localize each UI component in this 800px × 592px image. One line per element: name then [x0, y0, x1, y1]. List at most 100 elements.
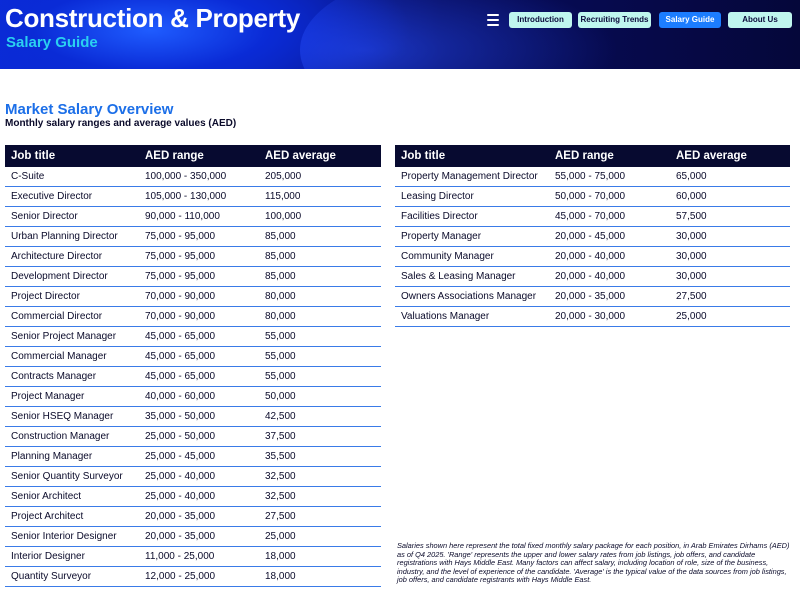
aed-average-cell: 100,000 — [259, 206, 381, 227]
aed-range-cell: 20,000 - 30,000 — [549, 306, 670, 327]
column-header-job-title: Job title — [5, 145, 139, 167]
table-row: C-Suite 100,000 - 350,000 205,000 — [5, 167, 381, 187]
nav-about-us-button[interactable]: About Us — [728, 12, 792, 28]
aed-average-cell: 55,000 — [259, 326, 381, 347]
nav-salary-guide-button[interactable]: Salary Guide — [659, 12, 721, 28]
aed-range-cell: 100,000 - 350,000 — [139, 167, 259, 187]
table-row: Senior Architect 25,000 - 40,000 32,500 — [5, 486, 381, 507]
aed-range-cell: 25,000 - 50,000 — [139, 426, 259, 447]
aed-range-cell: 12,000 - 25,000 — [139, 566, 259, 587]
column-header-aed-range: AED range — [139, 145, 259, 167]
table-row: Senior Quantity Surveyor 25,000 - 40,000 3… — [5, 466, 381, 487]
table-row: Development Director 75,000 - 95,000 85,00… — [5, 266, 381, 287]
aed-average-cell: 57,500 — [670, 206, 790, 227]
nav-introduction-button[interactable]: Introduction — [509, 12, 572, 28]
aed-average-cell: 25,000 — [259, 526, 381, 547]
job-title-cell: Property Manager — [395, 226, 549, 247]
aed-range-cell: 20,000 - 35,000 — [139, 526, 259, 547]
column-header-aed-average: AED average — [259, 145, 381, 167]
job-title-cell: Construction Manager — [5, 426, 139, 447]
aed-range-cell: 20,000 - 40,000 — [549, 246, 670, 267]
table-row: Commercial Director 70,000 - 90,000 80,000 — [5, 306, 381, 327]
aed-average-cell: 27,500 — [670, 286, 790, 307]
job-title-cell: Owners Associations Manager — [395, 286, 549, 307]
job-title-cell: Executive Director — [5, 186, 139, 207]
aed-average-cell: 35,500 — [259, 446, 381, 467]
aed-range-cell: 55,000 - 75,000 — [549, 167, 670, 187]
table-row: Project Manager 40,000 - 60,000 50,000 — [5, 386, 381, 407]
aed-average-cell: 25,000 — [670, 306, 790, 327]
header-decoration — [300, 0, 620, 69]
job-title-cell: Facilities Director — [395, 206, 549, 227]
table-row: Sales & Leasing Manager 20,000 - 40,000 30… — [395, 266, 790, 287]
aed-average-cell: 115,000 — [259, 186, 381, 207]
aed-average-cell: 30,000 — [670, 246, 790, 267]
aed-average-cell: 205,000 — [259, 167, 381, 187]
job-title-cell: Sales & Leasing Manager — [395, 266, 549, 287]
job-title-cell: Project Director — [5, 286, 139, 307]
aed-range-cell: 105,000 - 130,000 — [139, 186, 259, 207]
job-title-cell: Project Manager — [5, 386, 139, 407]
table-row: Architecture Director 75,000 - 95,000 85,0… — [5, 246, 381, 267]
table-row: Commercial Manager 45,000 - 65,000 55,000 — [5, 346, 381, 367]
section-title: Market Salary Overview — [5, 101, 174, 118]
aed-range-cell: 20,000 - 40,000 — [549, 266, 670, 287]
aed-range-cell: 90,000 - 110,000 — [139, 206, 259, 227]
aed-range-cell: 45,000 - 65,000 — [139, 326, 259, 347]
nav-recruiting-trends-button[interactable]: Recruiting Trends — [578, 12, 651, 28]
page-subtitle: Salary Guide — [6, 34, 98, 51]
section-subtitle: Monthly salary ranges and average values… — [5, 118, 237, 129]
aed-range-cell: 70,000 - 90,000 — [139, 306, 259, 327]
column-header-aed-range: AED range — [549, 145, 670, 167]
job-title-cell: C-Suite — [5, 167, 139, 187]
aed-average-cell: 55,000 — [259, 366, 381, 387]
aed-range-cell: 20,000 - 45,000 — [549, 226, 670, 247]
aed-average-cell: 30,000 — [670, 226, 790, 247]
aed-average-cell: 85,000 — [259, 266, 381, 287]
aed-range-cell: 40,000 - 60,000 — [139, 386, 259, 407]
job-title-cell: Leasing Director — [395, 186, 549, 207]
aed-range-cell: 75,000 - 95,000 — [139, 266, 259, 287]
aed-range-cell: 25,000 - 45,000 — [139, 446, 259, 467]
job-title-cell: Community Manager — [395, 246, 549, 267]
aed-average-cell: 42,500 — [259, 406, 381, 427]
job-title-cell: Quantity Surveyor — [5, 566, 139, 587]
job-title-cell: Commercial Manager — [5, 346, 139, 367]
hamburger-menu-icon[interactable] — [487, 14, 499, 26]
aed-average-cell: 85,000 — [259, 246, 381, 267]
aed-average-cell: 80,000 — [259, 286, 381, 307]
aed-range-cell: 45,000 - 65,000 — [139, 366, 259, 387]
aed-average-cell: 18,000 — [259, 546, 381, 567]
column-header-job-title: Job title — [395, 145, 549, 167]
job-title-cell: Architecture Director — [5, 246, 139, 267]
page-header: Construction & Property Salary Guide Int… — [0, 0, 800, 69]
table-row: Property Management Director 55,000 - 75,… — [395, 167, 790, 187]
table-row: Senior Director 90,000 - 110,000 100,000 — [5, 206, 381, 227]
job-title-cell: Senior Interior Designer — [5, 526, 139, 547]
table-row: Interior Designer 11,000 - 25,000 18,000 — [5, 546, 381, 567]
aed-range-cell: 70,000 - 90,000 — [139, 286, 259, 307]
aed-average-cell: 37,500 — [259, 426, 381, 447]
aed-average-cell: 30,000 — [670, 266, 790, 287]
table-row: Senior HSEQ Manager 35,000 - 50,000 42,500 — [5, 406, 381, 427]
aed-range-cell: 25,000 - 40,000 — [139, 486, 259, 507]
aed-range-cell: 75,000 - 95,000 — [139, 226, 259, 247]
table-header-row: Job title AED range AED average — [395, 145, 790, 167]
column-header-aed-average: AED average — [670, 145, 790, 167]
job-title-cell: Senior Director — [5, 206, 139, 227]
page-title: Construction & Property — [5, 3, 301, 33]
aed-average-cell: 60,000 — [670, 186, 790, 207]
job-title-cell: Senior HSEQ Manager — [5, 406, 139, 427]
salary-table-right: Job title AED range AED average Property… — [395, 145, 790, 327]
aed-range-cell: 75,000 - 95,000 — [139, 246, 259, 267]
table-row: Community Manager 20,000 - 40,000 30,000 — [395, 246, 790, 267]
table-row: Project Architect 20,000 - 35,000 27,500 — [5, 506, 381, 527]
table-row: Property Manager 20,000 - 45,000 30,000 — [395, 226, 790, 247]
job-title-cell: Interior Designer — [5, 546, 139, 567]
aed-range-cell: 45,000 - 70,000 — [549, 206, 670, 227]
aed-average-cell: 50,000 — [259, 386, 381, 407]
aed-average-cell: 32,500 — [259, 486, 381, 507]
job-title-cell: Senior Project Manager — [5, 326, 139, 347]
table-row: Executive Director 105,000 - 130,000 115,0… — [5, 186, 381, 207]
aed-range-cell: 11,000 - 25,000 — [139, 546, 259, 567]
